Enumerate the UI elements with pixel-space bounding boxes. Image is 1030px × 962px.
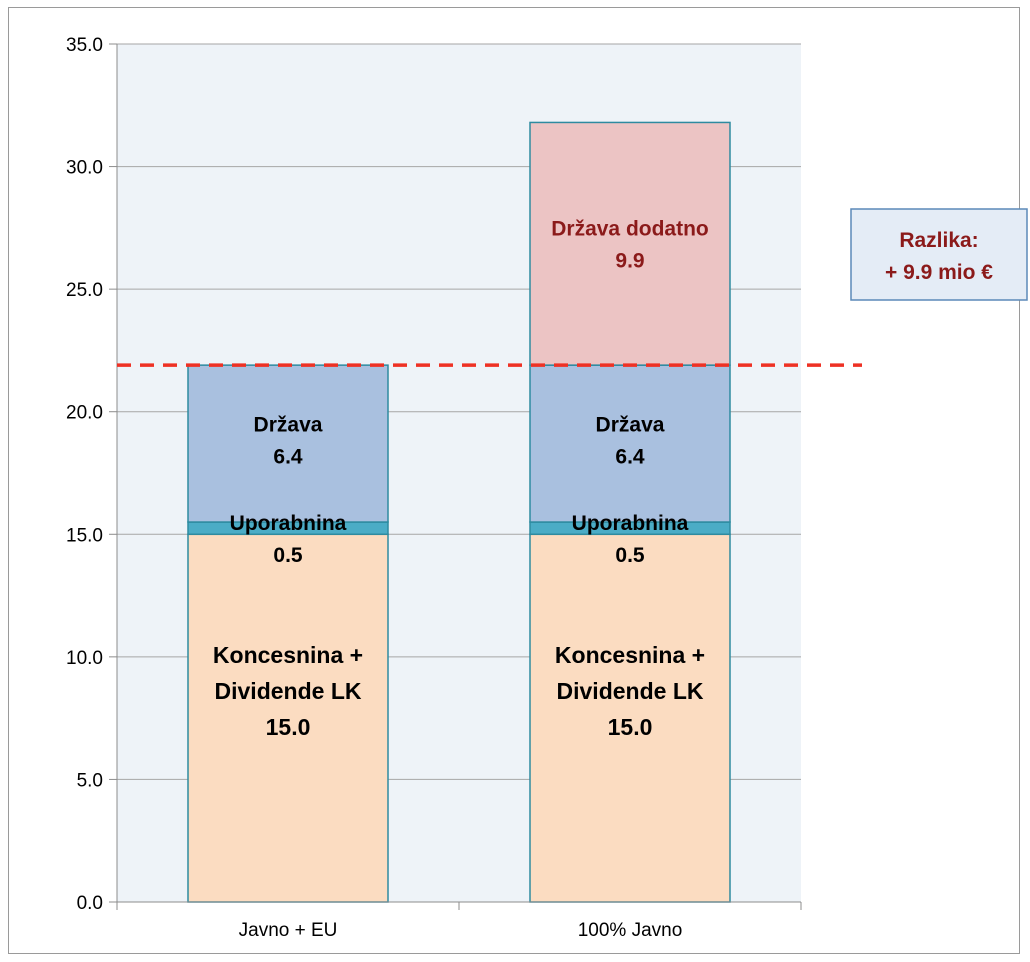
y-tick-label: 30.0 (66, 158, 103, 179)
y-tick-label: 5.0 (77, 770, 103, 791)
segment-label-line: 6.4 (273, 446, 303, 469)
y-tick-label: 35.0 (66, 35, 103, 56)
y-tick-label: 15.0 (66, 525, 103, 546)
difference-callout: Razlika: + 9.9 mio € (850, 208, 1028, 301)
segment-label-line: Uporabnina (230, 512, 347, 535)
segment-label-line: Dividende LK (215, 678, 362, 704)
callout-line: Razlika: (899, 229, 978, 252)
segment-labels: Koncesnina + Dividende LK 15.0 Uporabnina 0.… (213, 217, 709, 740)
y-tick-label: 10.0 (66, 648, 103, 669)
segment-label-koncesnina: Koncesnina + Dividende LK 15.0 (555, 642, 705, 740)
y-tick-label: 25.0 (66, 280, 103, 301)
segment-label-line: 0.5 (615, 544, 645, 567)
segment-label-line: 15.0 (608, 714, 653, 740)
segment-label-line: 6.4 (615, 446, 645, 469)
bar-segment-drzava (187, 364, 389, 523)
segment-label-koncesnina: Koncesnina + Dividende LK 15.0 (213, 642, 363, 740)
callout-box (850, 208, 1028, 301)
bar-segment-drzava (529, 364, 731, 523)
bar-segment-drzava_dodatno (529, 121, 731, 366)
segment-label-line: Država dodatno (551, 217, 709, 240)
segment-label-line: Država (596, 414, 665, 437)
segment-label-drzava: Država 6.4 (596, 414, 665, 469)
segment-label-uporabnina: Uporabnina 0.5 (230, 512, 347, 567)
x-tick-labels: Javno + EU 100% Javno (239, 920, 683, 941)
bars (187, 121, 731, 903)
segment-label-line: 0.5 (273, 544, 303, 567)
segment-label-drzava_dodatno: Država dodatno 9.9 (551, 217, 709, 272)
segment-label-line: Koncesnina + (555, 642, 705, 668)
segment-label-uporabnina: Uporabnina 0.5 (572, 512, 689, 567)
segment-label-drzava: Država 6.4 (254, 414, 323, 469)
y-tick-label: 20.0 (66, 403, 103, 424)
segment-label-line: 9.9 (615, 249, 644, 272)
x-tick-label: Javno + EU (239, 920, 338, 941)
bar-segment-koncesnina (529, 533, 731, 903)
callout-line: + 9.9 mio € (885, 261, 993, 284)
segment-label-line: Uporabnina (572, 512, 689, 535)
segment-label-line: Dividende LK (557, 678, 704, 704)
bar-segment-koncesnina (187, 533, 389, 903)
segment-label-line: 15.0 (266, 714, 311, 740)
y-tick-labels: 0.0 5.0 10.0 15.0 20.0 25.0 30.0 35.0 (66, 35, 103, 914)
x-tick-label: 100% Javno (578, 920, 683, 941)
segment-label-line: Koncesnina + (213, 642, 363, 668)
axes (109, 43, 802, 910)
y-tick-label: 0.0 (77, 893, 103, 914)
segment-label-line: Država (254, 414, 323, 437)
